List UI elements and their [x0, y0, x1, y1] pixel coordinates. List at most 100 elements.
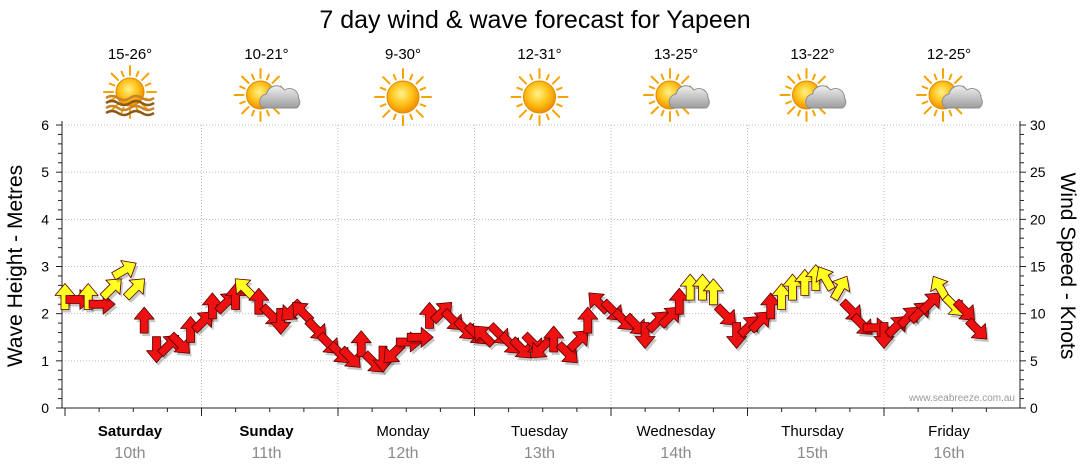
sun-ray [675, 73, 680, 81]
sun-ray [797, 109, 801, 117]
day-name: Friday [928, 423, 970, 440]
day-temperature: 10-21° [244, 46, 288, 63]
wind-arrow [703, 278, 726, 308]
sun-ray [271, 75, 280, 84]
chart-axes: 0 1 2 3 4 5 6 0 5 10 15 20 25 30 [41, 117, 1046, 416]
wind-arrow [509, 336, 533, 362]
sun-ray [787, 75, 796, 84]
left-tick-label: 5 [41, 164, 49, 180]
day-date: 14th [660, 445, 691, 462]
sun-ray [660, 73, 665, 81]
sun-ray [650, 106, 659, 115]
wind-arrow-shape [531, 336, 554, 359]
wind-arrow [133, 306, 157, 337]
left-tick-label: 2 [41, 306, 49, 322]
sun-disc [386, 80, 420, 114]
sun-ray [516, 86, 523, 91]
sun-ray [948, 73, 953, 81]
sun-ray [812, 109, 816, 117]
wind-arrow-shape [88, 293, 116, 315]
sun-ray [923, 106, 932, 115]
wind-arrow-shape [703, 278, 724, 306]
sun-ray [239, 100, 246, 105]
wind-arrow [338, 345, 363, 371]
wind-arrow [270, 307, 293, 338]
haze-line [105, 94, 155, 102]
left-tick-label: 1 [41, 353, 49, 369]
wind-arrow [473, 325, 498, 351]
sun-ray [797, 73, 801, 81]
sun-cloud-icon [779, 68, 847, 122]
wind-arrow [406, 326, 436, 351]
day-temperature: 12-25° [927, 46, 971, 63]
wind-arrow [201, 292, 225, 322]
left-tick-label: 0 [41, 400, 49, 416]
wind-arrow-shape [771, 283, 792, 310]
wind-arrow-shape [543, 325, 565, 353]
sun-ray [648, 85, 656, 90]
wind-arrow [748, 311, 772, 336]
sun-ray [516, 103, 523, 108]
sun-ray [251, 109, 255, 117]
wind-arrow [830, 275, 852, 304]
wind-arrow [815, 266, 838, 295]
sun-ray [144, 82, 152, 87]
wind-arrow-shape [430, 301, 453, 324]
sun-ray [120, 70, 125, 78]
left-tick-label: 3 [41, 259, 49, 275]
wind-arrow-shape [634, 322, 656, 349]
day-header: 15-26° 10-21° 9-30° 12-31° 13-25° 13-22° 12-25… [103, 46, 983, 126]
sun-ray [660, 109, 665, 117]
wind-arrow-shape [168, 331, 191, 354]
wind-arrow-shape [201, 292, 223, 320]
sun-ray [409, 113, 414, 121]
sun-ray [419, 103, 427, 108]
wind-arrow [577, 306, 600, 337]
wind-arrow-shape [830, 275, 851, 302]
wind-arrow-shape [509, 336, 532, 359]
sun-ray [266, 109, 270, 117]
day-labels: Saturday 10th Sunday 11th Monday 12th Tuesday 1… [98, 423, 970, 462]
sun-ray [239, 85, 246, 90]
cloud-shape [941, 85, 983, 109]
cloud-shape [259, 85, 301, 109]
sun-ray [551, 109, 561, 118]
sun-ray [954, 75, 963, 84]
sun-ray [785, 100, 792, 105]
day-name: Sunday [239, 423, 294, 440]
sun-ray [529, 113, 534, 121]
sun-ray [545, 113, 550, 121]
sun-cloud-icon [233, 68, 301, 122]
sun-ray [650, 75, 659, 84]
wind-arrow-shape [419, 301, 440, 329]
day-name: Monday [376, 423, 430, 440]
sun-haze-icon [103, 65, 157, 119]
wind-arrow [191, 311, 215, 336]
sun-ray [933, 73, 938, 81]
wind-arrow [965, 317, 989, 343]
wind-arrow [99, 278, 124, 303]
wind-arrow-shape [748, 311, 771, 334]
day-date: 16th [933, 445, 964, 462]
sun-ray [529, 73, 534, 81]
wind-arrow [566, 330, 591, 355]
wind-arrow-shape [473, 325, 496, 348]
right-tick-label: 5 [1030, 353, 1038, 369]
haze-line [105, 99, 155, 107]
wind-arrow-shape [577, 306, 599, 334]
left-tick-label: 6 [41, 117, 49, 133]
wind-arrow-shape [191, 311, 214, 334]
chart-title: 7 day wind & wave forecast for Yapeen [319, 6, 750, 34]
wind-arrow-shape [111, 260, 137, 281]
right-axis-label: Wind Speed - Knots [1056, 173, 1079, 360]
wind-arrow [123, 278, 147, 303]
right-tick-label: 10 [1030, 306, 1046, 322]
sun-ray [135, 70, 140, 78]
day-date: 10th [114, 445, 145, 462]
wind-arrow-shape [668, 287, 690, 315]
right-tick-label: 20 [1030, 211, 1046, 227]
sun-ray [379, 103, 387, 108]
sun-ray [241, 106, 250, 115]
day-name: Tuesday [511, 423, 568, 440]
